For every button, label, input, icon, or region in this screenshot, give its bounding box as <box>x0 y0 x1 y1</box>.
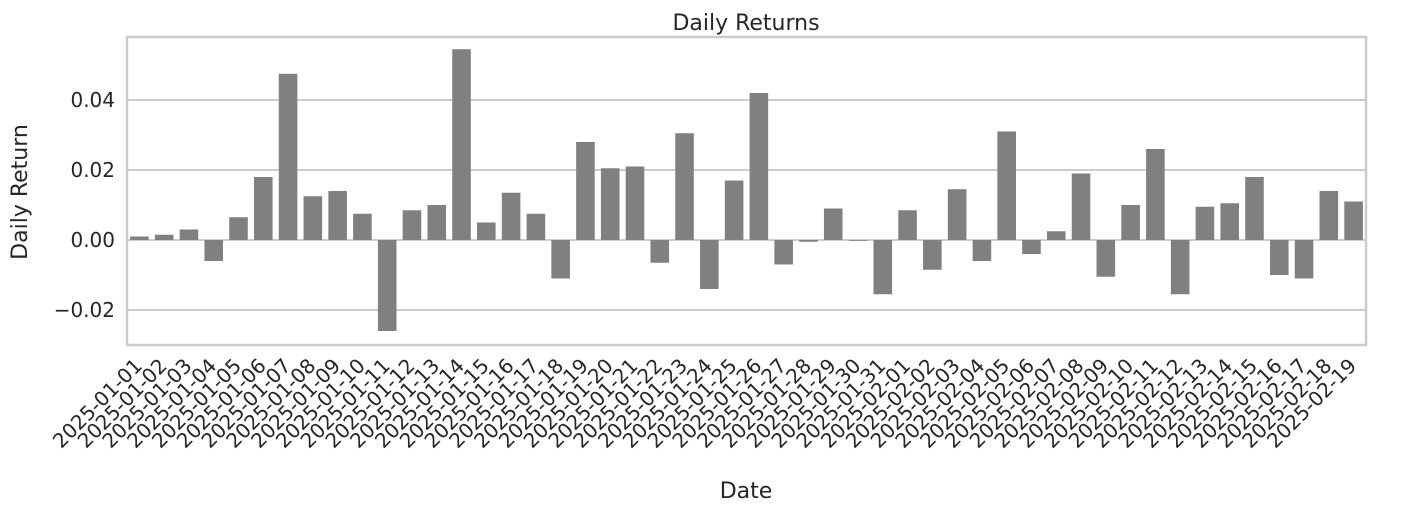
bar-2025-01-25 <box>724 180 744 240</box>
bar-2025-02-08 <box>1071 173 1091 240</box>
bar-2025-02-14 <box>1220 203 1240 240</box>
bar-2025-01-26 <box>749 93 769 240</box>
bar-2025-01-03 <box>179 229 199 240</box>
bar-2025-02-04 <box>972 240 992 261</box>
bar-2025-01-15 <box>477 222 496 240</box>
bar-2025-01-19 <box>576 142 595 240</box>
bar-2025-02-03 <box>947 189 967 240</box>
bar-2025-01-01 <box>130 236 149 240</box>
bar-2025-01-13 <box>427 205 447 240</box>
y-tick-labels: −0.02 0.00 0.02 0.04 <box>54 88 115 322</box>
bar-2025-01-11 <box>377 240 397 331</box>
bar-2025-01-20 <box>600 168 620 240</box>
bar-2025-02-09 <box>1096 240 1116 277</box>
bar-2025-01-14 <box>452 49 471 240</box>
y-tick-label: −0.02 <box>54 298 115 322</box>
y-axis-label: Daily Return <box>8 124 33 260</box>
bar-2025-02-06 <box>1022 240 1041 254</box>
bar-2025-01-24 <box>700 240 719 289</box>
y-tick-label: 0.04 <box>70 88 115 112</box>
bar-2025-02-12 <box>1170 240 1190 295</box>
bars <box>130 49 1363 331</box>
bar-2025-01-02 <box>154 234 174 240</box>
bar-2025-02-02 <box>923 240 942 270</box>
y-tick-label: 0.00 <box>70 228 115 252</box>
x-tick-labels: 2025-01-012025-01-022025-01-032025-01-04… <box>48 354 1361 453</box>
bar-2025-02-11 <box>1146 149 1165 240</box>
chart-title: Daily Returns <box>672 11 819 36</box>
bar-2025-02-17 <box>1294 240 1314 279</box>
bar-2025-02-07 <box>1046 231 1066 240</box>
bar-2025-01-16 <box>501 192 521 240</box>
bar-2025-01-17 <box>526 213 546 240</box>
bar-2025-02-10 <box>1121 205 1140 240</box>
bar-2025-01-23 <box>675 133 694 240</box>
bar-2025-02-05 <box>997 131 1016 240</box>
bar-2025-01-05 <box>229 217 248 240</box>
bar-2025-01-21 <box>625 166 645 240</box>
bar-2025-01-27 <box>774 240 793 265</box>
bar-2025-01-22 <box>650 240 670 263</box>
bar-2025-01-28 <box>799 240 818 242</box>
bar-2025-01-07 <box>278 73 298 240</box>
bar-2025-02-01 <box>898 210 917 240</box>
bar-2025-01-18 <box>551 240 570 279</box>
bar-2025-02-13 <box>1195 206 1215 240</box>
bar-2025-02-16 <box>1269 240 1289 275</box>
y-tick-label: 0.02 <box>70 158 115 182</box>
bar-2025-01-09 <box>328 191 347 240</box>
bar-2025-01-08 <box>303 196 323 240</box>
bar-2025-01-31 <box>873 240 893 295</box>
bar-2025-02-18 <box>1319 191 1339 240</box>
plot-area-frame <box>125 35 1368 347</box>
bar-2025-01-29 <box>823 208 843 240</box>
bar-2025-02-15 <box>1245 177 1264 240</box>
bar-2025-02-19 <box>1344 201 1363 240</box>
x-axis-label: Date <box>720 479 773 504</box>
bar-2025-01-04 <box>204 240 224 261</box>
bar-2025-01-10 <box>353 213 372 240</box>
bar-2025-01-12 <box>402 210 422 240</box>
bar-2025-01-30 <box>848 240 868 241</box>
bar-2025-01-06 <box>253 177 273 240</box>
